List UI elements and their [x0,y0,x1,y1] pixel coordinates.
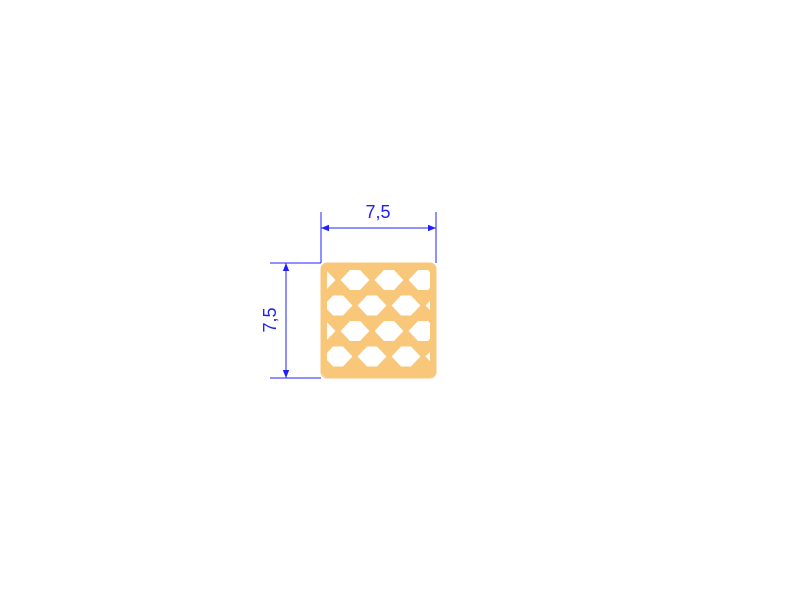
dim-top-label: 7,5 [365,202,390,222]
dim-left-label: 7,5 [260,307,280,332]
